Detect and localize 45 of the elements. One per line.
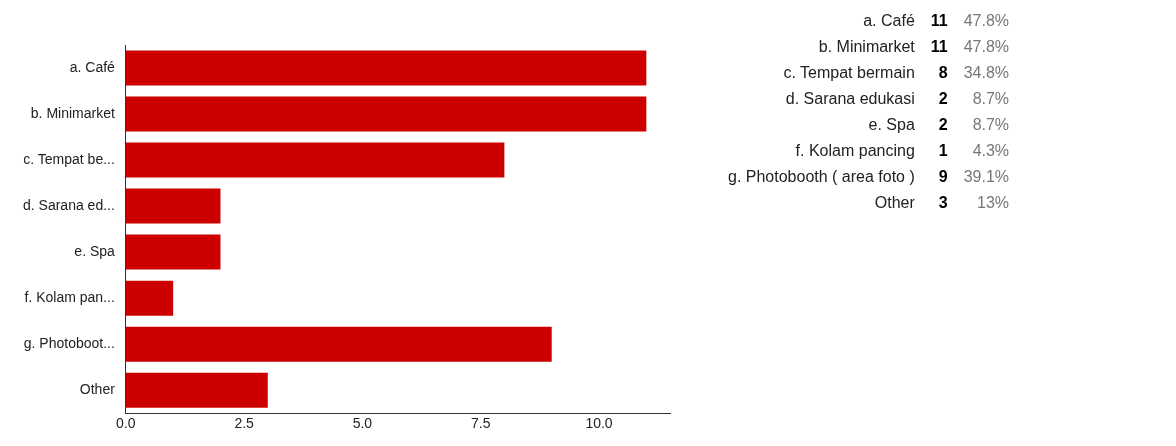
category-label: f. Kolam pancing	[794, 141, 916, 161]
y-tick-label: d. Sarana ed...	[23, 196, 115, 213]
bar	[125, 50, 647, 86]
data-label: 2	[937, 89, 949, 109]
bar	[125, 142, 505, 178]
data-label: 39.1%	[962, 167, 1011, 187]
y-tick-label: f. Kolam pan...	[24, 289, 115, 305]
category-label: e. Spa	[867, 115, 916, 135]
data-label: 4.3%	[971, 141, 1011, 161]
x-tick-label: 0.0	[116, 415, 136, 432]
category-label: c. Tempat bermain	[782, 63, 916, 83]
y-tick-label: b. Minimarket	[30, 104, 115, 121]
category-label: a. Café	[862, 11, 916, 31]
bar	[125, 234, 221, 270]
data-label: 3	[937, 193, 949, 213]
category-label: d. Sarana edukasi	[784, 89, 916, 109]
data-label: 11	[929, 37, 949, 57]
data-label: 13%	[976, 193, 1011, 213]
category-label: Other	[873, 193, 916, 213]
bar	[125, 372, 268, 408]
category-label: g. Photobooth ( area foto )	[727, 167, 916, 187]
bar	[125, 96, 647, 132]
x-tick-label: 7.5	[470, 415, 491, 432]
bar	[125, 326, 552, 362]
y-tick-label: a. Café	[69, 58, 116, 75]
data-label: 47.8%	[962, 37, 1011, 57]
y-tick-label: c. Tempat be...	[23, 150, 115, 167]
data-label: 2	[937, 115, 949, 135]
x-tick-label: 2.5	[234, 415, 255, 432]
y-tick-label: g. Photoboot...	[23, 335, 115, 352]
data-label: 9	[937, 167, 949, 187]
bar	[125, 188, 221, 224]
y-tick-label: Other	[79, 381, 116, 398]
y-tick-label: e. Spa	[74, 242, 116, 259]
category-label: b. Minimarket	[817, 37, 916, 57]
data-label: 8.7%	[971, 115, 1011, 135]
data-label: 8.7%	[971, 89, 1011, 109]
data-label: 47.8%	[962, 11, 1011, 31]
bar	[125, 280, 174, 316]
x-tick-label: 10.0	[585, 415, 613, 432]
data-label: 1	[937, 141, 949, 161]
x-tick-label: 5.0	[352, 415, 373, 432]
data-label: 34.8%	[962, 63, 1011, 83]
data-label: 11	[929, 11, 949, 31]
data-label: 8	[937, 63, 949, 83]
